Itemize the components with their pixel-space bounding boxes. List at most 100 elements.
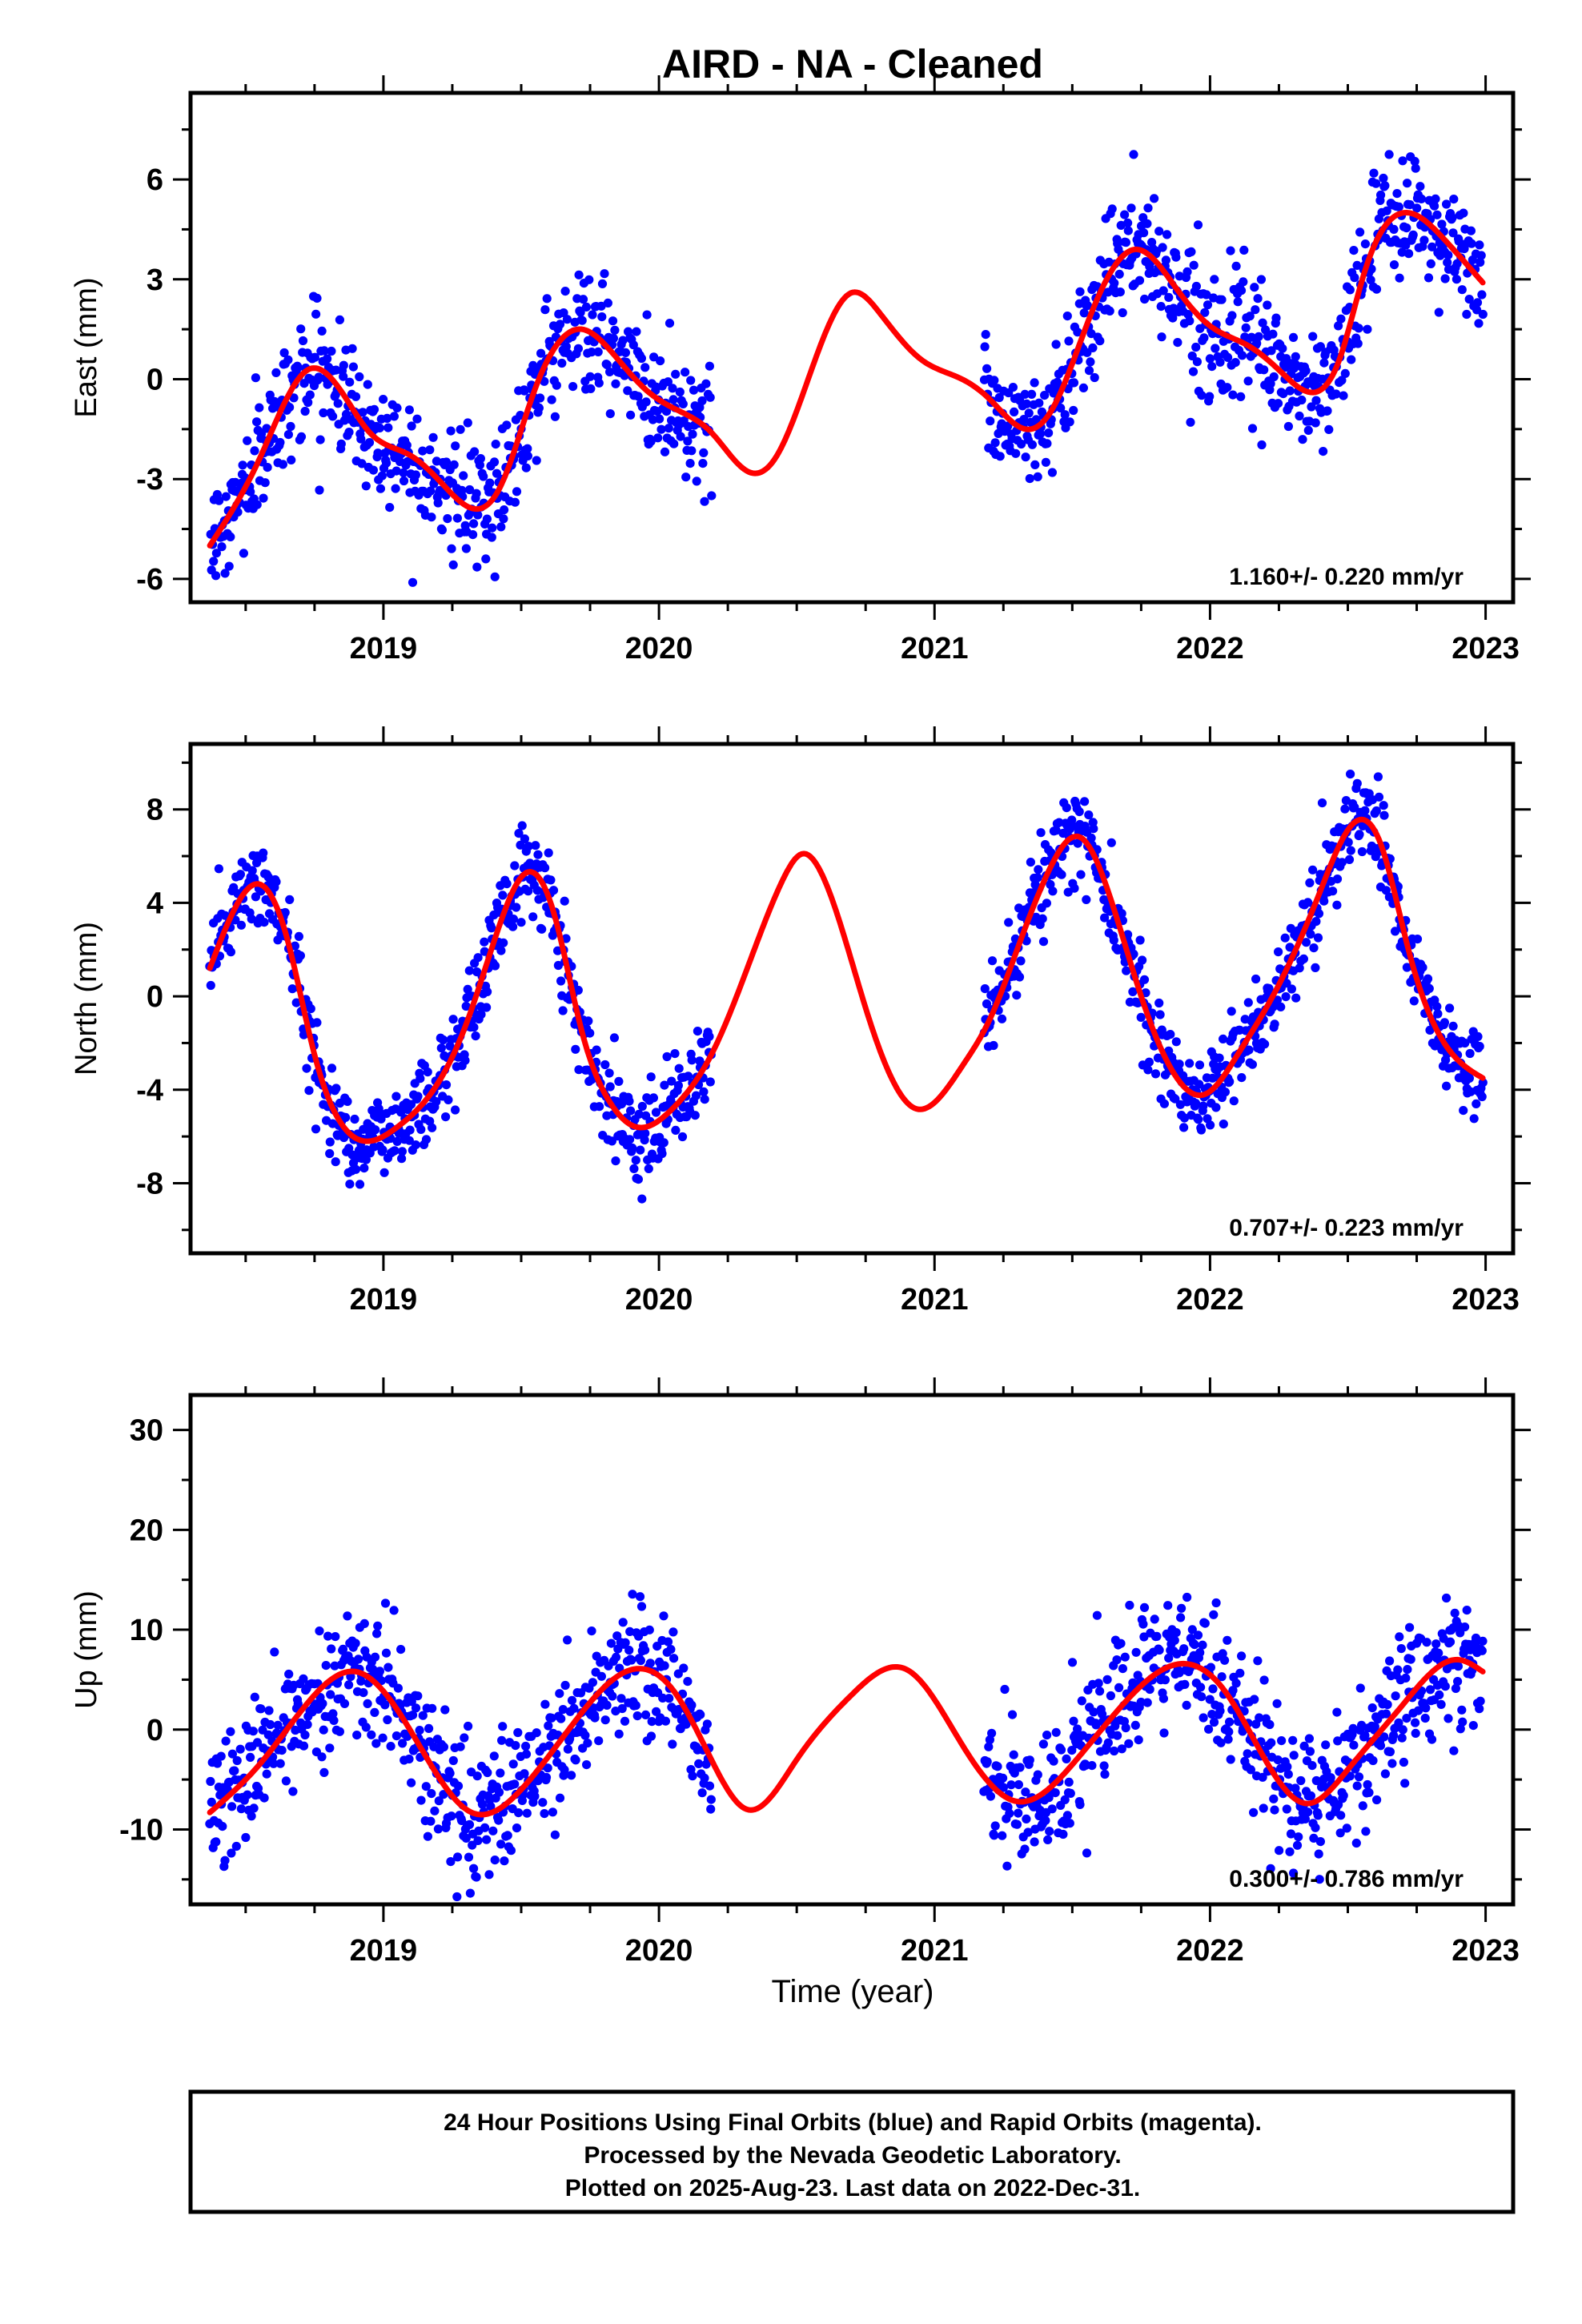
data-point (459, 471, 468, 480)
data-point (1319, 358, 1329, 368)
data-point (1464, 1073, 1474, 1083)
data-point (1332, 1707, 1342, 1717)
data-point (1202, 290, 1211, 300)
data-point (1350, 802, 1359, 812)
data-point (636, 1145, 645, 1155)
data-point (1020, 389, 1030, 399)
data-point (1460, 1038, 1470, 1048)
data-point (1057, 870, 1066, 879)
data-point (1398, 156, 1407, 166)
data-point (446, 426, 456, 436)
data-point (1402, 1714, 1411, 1723)
data-point (423, 1068, 432, 1077)
data-point (1423, 273, 1434, 283)
data-point (1011, 448, 1021, 458)
data-point (1332, 900, 1342, 910)
data-point (1358, 821, 1367, 830)
data-point (586, 384, 596, 393)
data-point (476, 1010, 486, 1019)
data-point (1158, 243, 1167, 252)
y-tick-label: 0 (147, 980, 163, 1014)
data-point (1205, 1695, 1215, 1704)
data-point (628, 1143, 637, 1153)
data-point (1430, 201, 1439, 211)
data-point (1014, 972, 1025, 982)
data-point (1069, 1716, 1078, 1726)
data-point (546, 875, 556, 885)
data-point (1042, 1731, 1052, 1740)
data-point (981, 330, 990, 340)
data-point (1058, 1829, 1068, 1839)
data-point (701, 379, 711, 388)
data-point (469, 519, 479, 529)
data-point (1358, 1801, 1367, 1811)
data-point (269, 1759, 279, 1768)
data-point (1389, 224, 1399, 234)
data-point (603, 298, 613, 308)
data-point (1066, 1788, 1075, 1798)
data-point (1120, 1652, 1130, 1662)
data-point (993, 1762, 1002, 1771)
data-point (1342, 1823, 1351, 1833)
data-point (1478, 309, 1488, 320)
data-point (699, 1087, 709, 1096)
data-point (503, 1831, 512, 1840)
data-point (411, 470, 421, 480)
data-point (231, 1841, 241, 1852)
data-point (375, 484, 385, 493)
data-point (1223, 352, 1233, 362)
data-point (1427, 242, 1437, 251)
data-point (488, 523, 497, 533)
data-point (555, 1793, 565, 1803)
data-point (557, 358, 567, 368)
data-point (532, 1728, 541, 1738)
data-point (656, 424, 666, 434)
data-point (1092, 1610, 1102, 1620)
data-point (1440, 274, 1450, 283)
data-point (513, 1727, 523, 1738)
data-point (990, 1821, 1000, 1831)
data-point (1193, 1630, 1203, 1640)
data-point (1217, 1672, 1227, 1682)
data-point (569, 1703, 579, 1713)
data-point (339, 1132, 349, 1143)
data-point (1034, 398, 1044, 408)
data-point (480, 947, 489, 956)
data-point (1206, 1663, 1215, 1672)
data-point (607, 1136, 617, 1146)
data-point (1090, 372, 1099, 383)
data-point (298, 336, 308, 346)
data-point (483, 1767, 492, 1778)
data-point (1283, 1770, 1293, 1779)
data-point (489, 1751, 499, 1761)
data-point (615, 1663, 624, 1673)
data-point (1475, 1704, 1484, 1714)
data-point (617, 1703, 627, 1714)
data-point (1419, 235, 1429, 245)
data-point (1443, 1714, 1453, 1723)
data-point (561, 342, 571, 352)
data-point (1158, 1694, 1168, 1703)
data-point (236, 920, 246, 930)
data-point (453, 1852, 463, 1862)
data-point (1166, 1030, 1175, 1039)
data-point (1199, 1101, 1208, 1111)
data-point (1030, 1837, 1039, 1847)
data-point (300, 406, 310, 416)
data-point (1252, 339, 1262, 348)
data-point (677, 1132, 688, 1142)
data-point (391, 466, 401, 476)
data-point (1197, 1692, 1207, 1702)
data-point (583, 1739, 592, 1748)
data-point (247, 915, 256, 924)
data-point (1404, 249, 1414, 259)
data-point (687, 1700, 697, 1710)
data-point (1319, 896, 1329, 906)
data-point (534, 403, 544, 412)
data-point (343, 1611, 352, 1621)
data-point (404, 1754, 414, 1764)
data-point (1106, 838, 1116, 847)
data-point (1164, 1653, 1174, 1663)
data-point (1076, 870, 1086, 879)
data-point (1203, 300, 1213, 310)
